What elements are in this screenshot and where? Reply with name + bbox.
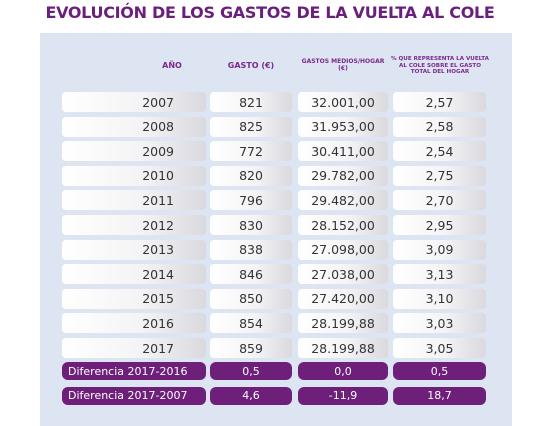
column-header: AÑO <box>162 61 182 71</box>
value-cell: 2,95 <box>393 215 486 235</box>
value-cell: 27.038,00 <box>298 264 388 285</box>
value-cell: 850 <box>210 288 292 309</box>
value-cell: 830 <box>210 215 292 235</box>
year-cell: 2011 <box>62 190 206 211</box>
value-cell: 854 <box>210 313 292 334</box>
year-cell: 2010 <box>62 165 206 186</box>
value-cell: 30.411,00 <box>298 141 388 162</box>
difference-value: 0,5 <box>393 362 486 380</box>
difference-label: Diferencia 2017-2007 <box>62 386 206 405</box>
value-cell: 3,10 <box>393 288 486 309</box>
difference-value: 0,5 <box>210 362 292 380</box>
difference-value: 18,7 <box>393 386 486 405</box>
year-cell: 2015 <box>62 288 206 309</box>
value-cell: 838 <box>210 239 292 260</box>
value-cell: 27.420,00 <box>298 288 388 309</box>
year-cell: 2013 <box>62 239 206 260</box>
year-cell: 2007 <box>62 92 206 112</box>
value-cell: 29.782,00 <box>298 165 388 186</box>
column-header: GASTOS MEDIOS/HOGAR (€) <box>301 58 385 72</box>
difference-value: 4,6 <box>210 386 292 405</box>
column-header: % QUE REPRESENTA LA VUELTA AL COLE SOBRE… <box>390 56 490 76</box>
value-cell: 2,54 <box>393 141 486 162</box>
difference-label: Diferencia 2017-2016 <box>62 362 206 380</box>
value-cell: 28.199,88 <box>298 338 388 358</box>
value-cell: 32.001,00 <box>298 92 388 112</box>
value-cell: 859 <box>210 338 292 358</box>
year-cell: 2017 <box>62 338 206 358</box>
value-cell: 3,13 <box>393 264 486 285</box>
value-cell: 3,03 <box>393 313 486 334</box>
value-cell: 796 <box>210 190 292 211</box>
value-cell: 3,09 <box>393 239 486 260</box>
year-cell: 2009 <box>62 141 206 162</box>
year-cell: 2008 <box>62 116 206 137</box>
value-cell: 28.152,00 <box>298 215 388 235</box>
difference-value: 0,0 <box>298 362 388 380</box>
value-cell: 28.199,88 <box>298 313 388 334</box>
value-cell: 2,57 <box>393 92 486 112</box>
value-cell: 2,70 <box>393 190 486 211</box>
value-cell: 821 <box>210 92 292 112</box>
value-cell: 2,58 <box>393 116 486 137</box>
difference-value: -11,9 <box>298 386 388 405</box>
year-cell: 2016 <box>62 313 206 334</box>
year-cell: 2014 <box>62 264 206 285</box>
title: EVOLUCIÓN DE LOS GASTOS DE LA VUELTA AL … <box>45 3 495 22</box>
column-header: GASTO (€) <box>227 61 275 71</box>
value-cell: 3,05 <box>393 338 486 358</box>
value-cell: 846 <box>210 264 292 285</box>
value-cell: 29.482,00 <box>298 190 388 211</box>
value-cell: 27.098,00 <box>298 239 388 260</box>
value-cell: 825 <box>210 116 292 137</box>
value-cell: 2,75 <box>393 165 486 186</box>
year-cell: 2012 <box>62 215 206 235</box>
value-cell: 820 <box>210 165 292 186</box>
value-cell: 31.953,00 <box>298 116 388 137</box>
value-cell: 772 <box>210 141 292 162</box>
